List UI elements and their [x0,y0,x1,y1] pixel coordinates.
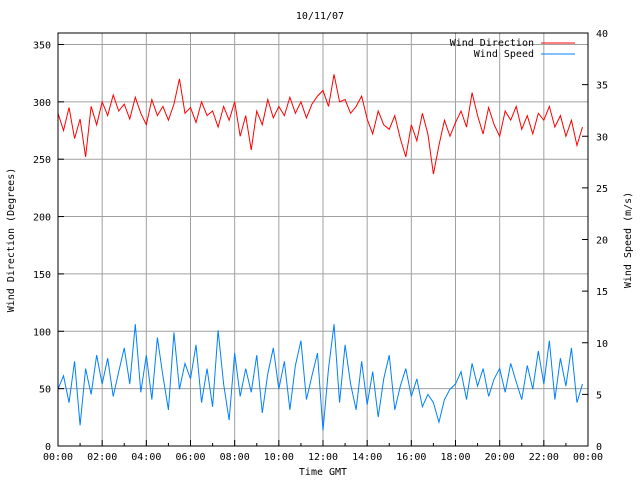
x-tick-label: 10:00 [264,452,294,463]
x-tick-label: 00:00 [573,452,603,463]
y2-tick-label: 5 [596,390,602,401]
wind-direction-line [57,74,583,175]
y2-tick-label: 40 [596,29,608,40]
wind-direction-points [57,74,583,175]
chart-title: 10/11/07 [296,11,344,22]
axis-ticks: 00:00 02:00 04:00 06:00 08:00 10:00 12:00 14:00… [33,29,608,463]
x-tick-label: 02:00 [87,452,117,463]
y-tick-label: 200 [33,213,51,224]
y2-axis-label: Wind Speed (m/s) [623,192,634,288]
y2-tick-label: 25 [596,184,608,195]
y2-tick-label: 15 [596,287,608,298]
x-tick-label: 22:00 [529,452,559,463]
x-tick-label: 04:00 [131,452,161,463]
y-tick-label: 50 [39,385,51,396]
x-tick-label: 06:00 [175,452,205,463]
x-tick-label: 18:00 [440,452,470,463]
legend-label-speed: Wind Speed [474,49,534,60]
x-tick-label: 20:00 [485,452,515,463]
grid [58,33,588,446]
legend: Wind Direction Wind Speed [450,38,575,60]
y2-tick-label: 35 [596,81,608,92]
wind-speed-line [57,324,583,431]
x-tick-label: 00:00 [43,452,73,463]
legend-label-direction: Wind Direction [450,38,534,49]
y2-tick-label: 10 [596,339,608,350]
y-tick-label: 250 [33,155,51,166]
series-lines [57,74,583,431]
y-tick-label: 0 [45,442,51,453]
y2-tick-label: 0 [596,442,602,453]
y-tick-label: 150 [33,270,51,281]
y2-tick-label: 20 [596,236,608,247]
y-tick-label: 300 [33,98,51,109]
x-tick-label: 14:00 [352,452,382,463]
y-tick-label: 350 [33,40,51,51]
y2-tick-label: 30 [596,132,608,143]
x-tick-label: 08:00 [220,452,250,463]
y-axis-label: Wind Direction (Degrees) [6,168,17,313]
x-tick-label: 16:00 [396,452,426,463]
x-axis-label: Time GMT [299,467,347,478]
x-tick-label: 12:00 [308,452,338,463]
wind-speed-points [57,324,583,431]
y-tick-label: 100 [33,327,51,338]
